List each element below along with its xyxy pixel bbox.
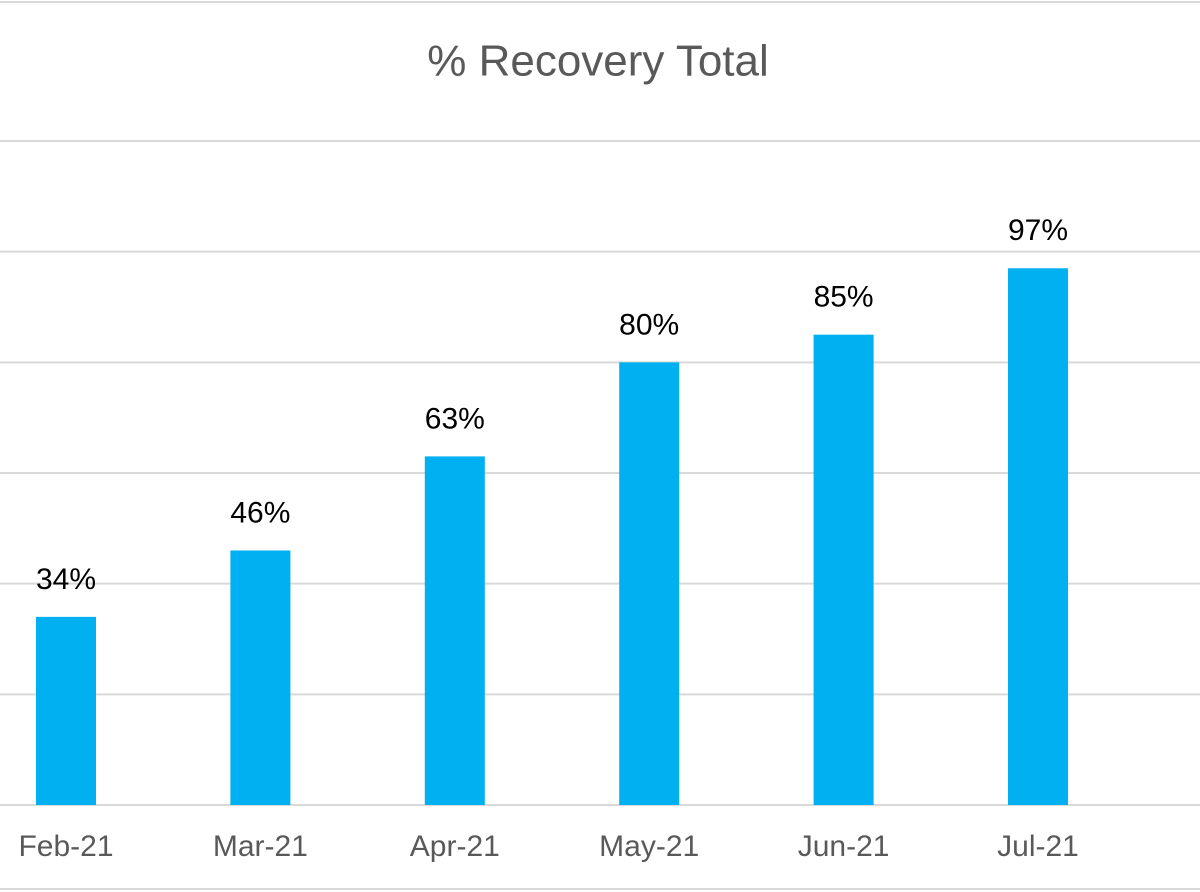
- data-label: 63%: [425, 402, 485, 435]
- bar: [619, 362, 680, 805]
- x-tick-label: Jun-21: [798, 830, 890, 863]
- data-label: 46%: [230, 496, 290, 529]
- data-label: 34%: [36, 563, 96, 596]
- bar: [230, 550, 291, 805]
- bar: [1008, 268, 1068, 805]
- bar: [813, 334, 874, 805]
- data-label: 85%: [814, 281, 874, 314]
- x-tick-label: Jul-21: [997, 830, 1079, 863]
- bar: [36, 616, 96, 805]
- bar: [424, 456, 485, 805]
- data-label: 97%: [1008, 214, 1068, 247]
- chart-title: % Recovery Total: [427, 37, 769, 86]
- data-label: 80%: [619, 308, 679, 341]
- x-tick-label: Feb-21: [18, 830, 113, 863]
- x-tick-label: May-21: [599, 830, 699, 863]
- x-tick-label: Apr-21: [410, 830, 500, 863]
- x-tick-label: Mar-21: [213, 830, 308, 863]
